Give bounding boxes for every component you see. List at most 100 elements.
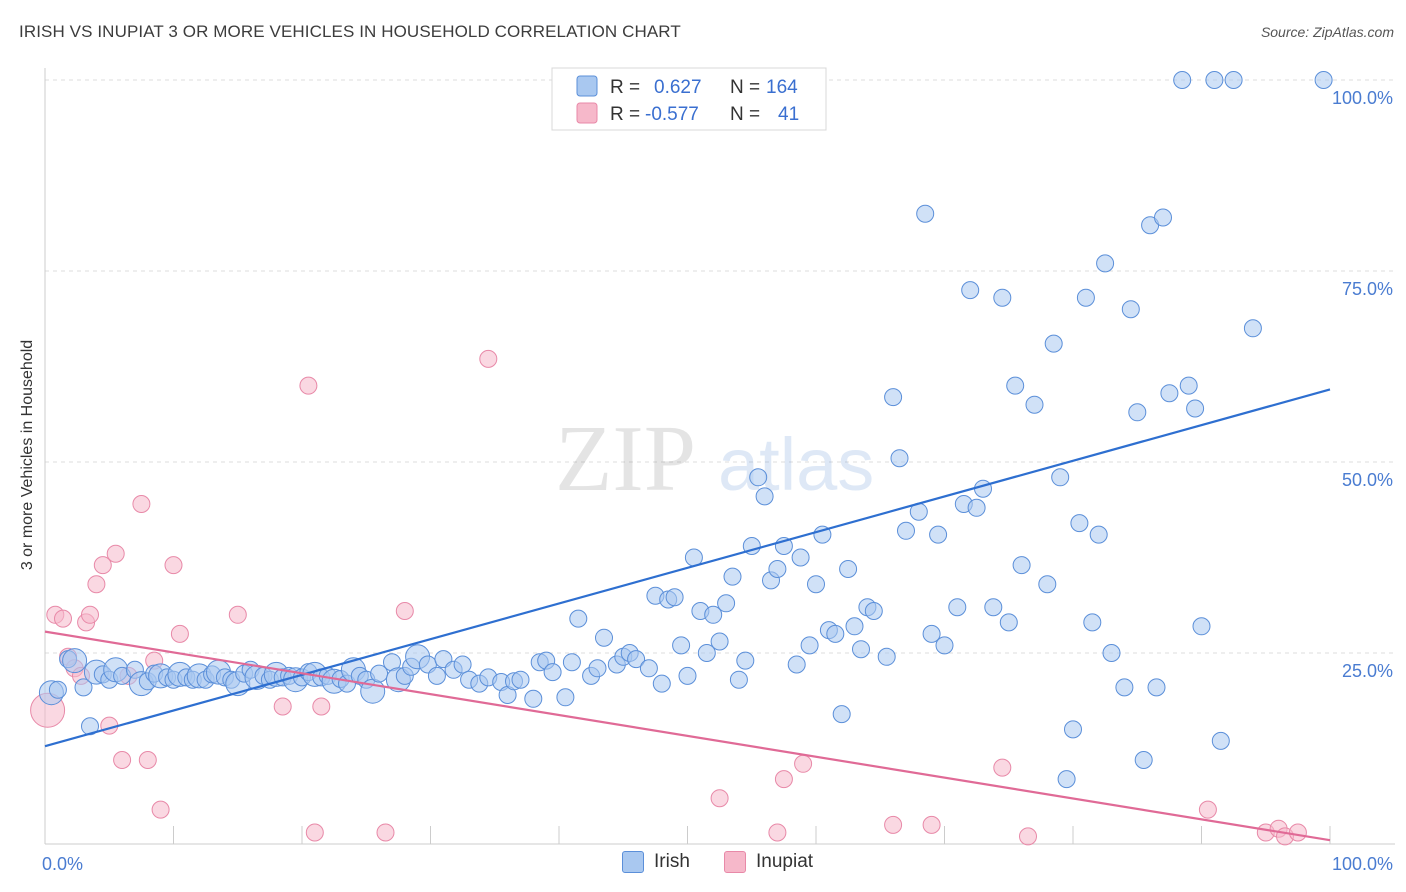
irish-point (556, 688, 575, 707)
tick-labels: 25.0% 50.0% 75.0% 100.0% 0.0% 100.0% (42, 88, 1393, 874)
irish-point (427, 666, 446, 685)
irish-point (1083, 613, 1102, 632)
legend-box: R = 0.627 N = 164 R = -0.577 N = 41 (551, 67, 827, 131)
irish-point (1044, 334, 1063, 353)
irish-point (967, 498, 986, 517)
legend-swatch-inupiat (576, 102, 598, 124)
source-credit: Source: ZipAtlas.com (1260, 24, 1394, 40)
y-tick-label: 50.0% (1342, 470, 1393, 490)
irish-point (1038, 575, 1057, 594)
irish-point (652, 674, 671, 693)
bottom-legend-label-inupiat: Inupiat (756, 851, 814, 872)
irish-point (922, 624, 941, 643)
inupiat-point (93, 556, 112, 575)
grid-layer (45, 79, 1395, 654)
legend-frame (551, 67, 827, 131)
inupiat-point (774, 770, 793, 789)
watermark: ZIP atlas (555, 407, 874, 511)
irish-point (999, 613, 1018, 632)
chart-title: IRISH VS INUPIAT 3 OR MORE VEHICLES IN H… (19, 22, 681, 41)
irish-point (1147, 678, 1166, 697)
irish-point (1070, 514, 1089, 533)
irish-point (1154, 208, 1172, 227)
irish-point (678, 666, 697, 685)
irish-point (562, 653, 581, 672)
legend-r-label-inupiat: R = (610, 104, 640, 125)
irish-point (1192, 617, 1211, 636)
irish-point (935, 636, 954, 655)
x-tick-label: 0.0% (42, 854, 83, 874)
irish-point (916, 204, 935, 223)
trend-lines (44, 388, 1331, 842)
inupiat-point (768, 823, 787, 842)
irish-point (813, 525, 832, 544)
y-tick-label: 75.0% (1342, 279, 1393, 299)
inupiat-point (81, 605, 99, 624)
irish-point (588, 659, 607, 678)
irish-point (749, 468, 768, 487)
irish-point (877, 647, 896, 666)
irish-point (717, 594, 736, 613)
inupiat-point (922, 815, 941, 834)
irish-point (704, 605, 723, 624)
irish-point (1089, 525, 1108, 544)
inupiat-point (151, 800, 170, 819)
irish-point (755, 487, 774, 506)
irish-point (1173, 71, 1192, 89)
inupiat-point (1288, 823, 1307, 842)
irish-point (1128, 403, 1147, 422)
irish-point (1076, 288, 1095, 307)
irish-point (1314, 71, 1333, 89)
irish-point (890, 449, 909, 468)
irish-point (1186, 399, 1205, 418)
bottom-legend-item-irish[interactable]: Irish (622, 851, 690, 873)
inupiat-point (228, 605, 247, 624)
inupiat-point (1198, 800, 1217, 819)
irish-point (1012, 556, 1031, 575)
inupiat-point (164, 556, 183, 575)
inupiat-point (1019, 827, 1037, 846)
irish-point (884, 388, 903, 407)
irish-point (807, 575, 825, 594)
irish-point (74, 678, 93, 697)
irish-point (791, 548, 810, 567)
inupiat-points (30, 349, 1307, 846)
irish-point (826, 624, 845, 643)
irish-point (453, 655, 472, 674)
irish-point (697, 644, 716, 662)
irish-point (832, 705, 851, 724)
inupiat-point (138, 751, 157, 769)
inupiat-point (479, 349, 498, 368)
legend-n-label-inupiat: N = (730, 104, 760, 125)
irish-point (1102, 644, 1121, 662)
y-tick-label: 25.0% (1342, 661, 1393, 681)
irish-point (569, 609, 588, 628)
irish-point (1211, 731, 1230, 750)
watermark-atlas: atlas (718, 423, 874, 506)
irish-point (1243, 319, 1262, 338)
irish-point (729, 670, 748, 689)
legend-swatch-irish (576, 75, 598, 97)
inupiat-point (312, 697, 331, 716)
legend-r-value-irish: 0.627 (654, 77, 702, 98)
irish-point (627, 650, 646, 669)
bottom-legend-item-inupiat[interactable]: Inupiat (724, 851, 813, 873)
irish-point (639, 659, 658, 678)
irish-point (48, 680, 67, 699)
inupiat-point (305, 823, 324, 842)
irish-point (62, 648, 88, 674)
inupiat-point (132, 495, 151, 513)
irish-point (897, 521, 915, 540)
irish-point (984, 598, 1003, 617)
irish-point (1134, 751, 1153, 769)
irish-point (1160, 384, 1179, 403)
irish-point (1057, 770, 1076, 789)
irish-point (839, 560, 858, 578)
inupiat-swatch-icon (724, 851, 746, 873)
irish-point (723, 567, 742, 586)
irish-point (864, 602, 883, 620)
irish-point (1115, 678, 1134, 697)
irish-point (1025, 395, 1044, 414)
irish-point (800, 636, 819, 655)
